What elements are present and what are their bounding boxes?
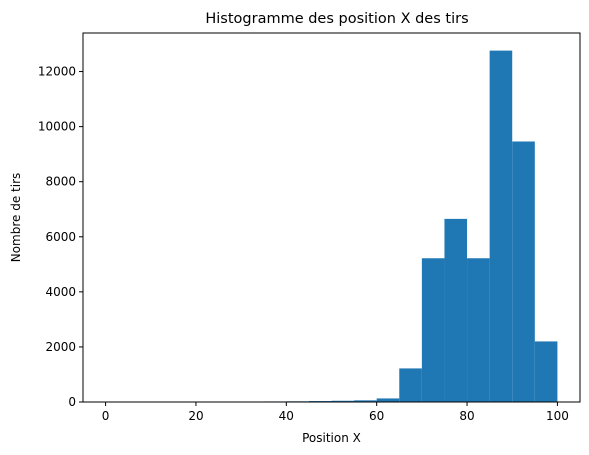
histogram-bar xyxy=(512,141,535,402)
y-tick-label: 12000 xyxy=(38,65,76,79)
x-tick-label: 40 xyxy=(279,409,294,423)
chart-title: Histogramme des position X des tirs xyxy=(205,11,468,27)
histogram-bar xyxy=(399,368,422,402)
histogram-bar xyxy=(354,400,377,402)
bars-group xyxy=(105,50,558,403)
y-tick-label: 8000 xyxy=(45,175,76,189)
histogram-bar xyxy=(489,50,513,403)
x-tick-label: 60 xyxy=(369,409,384,423)
y-tick-label: 4000 xyxy=(45,285,76,299)
histogram-bar xyxy=(444,218,468,402)
histogram-bar xyxy=(376,398,400,402)
histogram-bar xyxy=(331,400,355,402)
plot-frame xyxy=(82,32,581,403)
y-tick-label: 2000 xyxy=(45,340,76,354)
y-tick-label: 0 xyxy=(68,395,76,409)
histogram-bar xyxy=(421,258,445,402)
x-tick-label: 100 xyxy=(546,409,569,423)
y-tick-label: 10000 xyxy=(38,120,76,134)
x-axis-label: Position X xyxy=(302,431,361,445)
x-tick-label: 20 xyxy=(188,409,203,423)
x-tick-label: 80 xyxy=(459,409,474,423)
y-tick-label: 6000 xyxy=(45,230,76,244)
x-axis-ticks: 0 20 40 60 80 100 xyxy=(102,402,569,423)
histogram-bar xyxy=(534,341,558,402)
y-axis-ticks: 0 2000 4000 6000 8000 10000 12000 xyxy=(38,65,83,409)
y-axis-label: Nombre de tirs xyxy=(9,173,23,263)
x-tick-label: 0 xyxy=(102,409,110,423)
histogram-bar xyxy=(467,258,490,402)
